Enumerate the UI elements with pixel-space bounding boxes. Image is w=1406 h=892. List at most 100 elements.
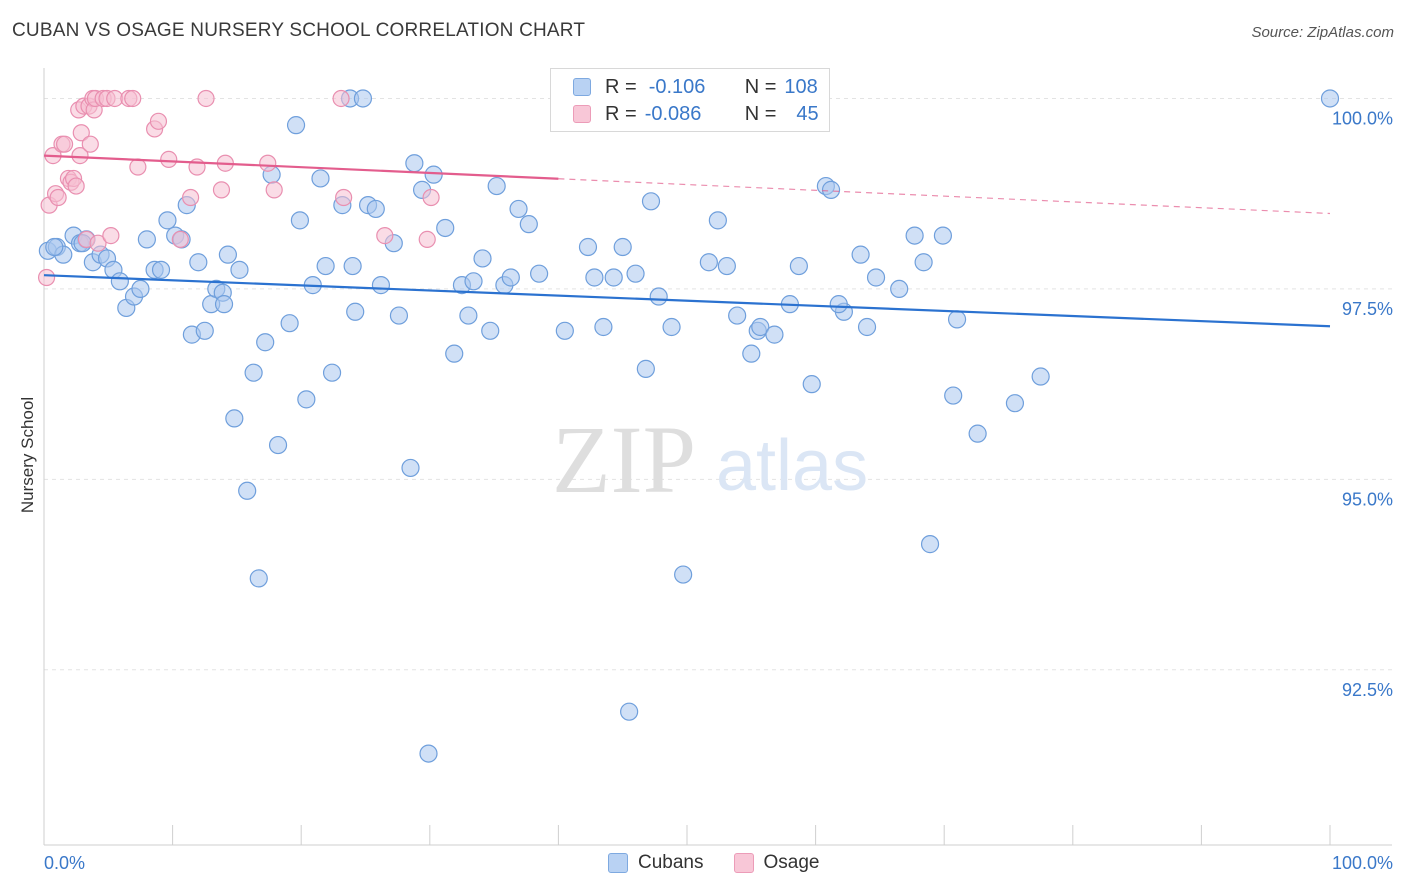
osage-point — [197, 89, 215, 108]
cubans-point — [346, 302, 365, 321]
legend-item-cubans[interactable]: Cubans — [608, 852, 704, 874]
osage-point — [124, 89, 142, 108]
cubans-n-label: N = — [744, 75, 777, 98]
cubans-point — [789, 256, 808, 276]
cubans-point — [268, 435, 288, 455]
cubans-point — [674, 565, 693, 584]
osage-point — [102, 226, 120, 245]
osage-point — [55, 135, 74, 153]
cubans-point — [297, 390, 316, 409]
cubans-point — [765, 325, 784, 344]
y-tick-label: 92.5% — [1342, 680, 1393, 700]
cubans-legend-label: Cubans — [638, 852, 704, 873]
cubans-point — [751, 317, 770, 337]
cubans-point — [311, 169, 330, 188]
legend-item-osage[interactable]: Osage — [733, 852, 819, 874]
cubans-point — [728, 306, 747, 325]
cubans-trend-line — [43, 274, 1331, 328]
osage-point — [129, 158, 147, 176]
cubans-point — [343, 256, 362, 276]
cubans-point — [802, 375, 821, 394]
cubans-point — [1005, 394, 1025, 413]
chart-title: CUBAN VS OSAGE NURSERY SCHOOL CORRELATIO… — [12, 20, 586, 41]
cubans-point — [256, 333, 275, 352]
osage-point — [67, 177, 85, 195]
cubans-point — [555, 321, 574, 340]
chart-source: Source: ZipAtlas.com — [1251, 24, 1394, 41]
osage-point — [259, 154, 277, 172]
osage-point — [212, 181, 231, 199]
osage-r-value: -0.086 — [644, 102, 702, 125]
osage-point — [182, 188, 200, 207]
cubans-point — [238, 481, 257, 500]
cubans-point — [662, 317, 681, 337]
cubans-point — [717, 256, 736, 276]
cubans-point — [509, 199, 528, 219]
cubans-point — [214, 295, 234, 314]
cubans-point — [699, 253, 718, 272]
osage-point — [376, 226, 394, 245]
watermark-atlas: atlas — [716, 426, 868, 506]
osage-point — [171, 230, 189, 248]
osage-trend-line — [43, 154, 559, 180]
cubans-point — [218, 245, 237, 264]
cubans-point — [151, 260, 171, 279]
cubans-point — [371, 276, 391, 295]
osage-swatch — [573, 105, 591, 123]
cubans-point — [1320, 89, 1340, 108]
cubans-point — [419, 744, 438, 763]
series-legend: Cubans Osage — [608, 852, 849, 874]
cubans-point — [604, 268, 623, 287]
osage-point — [81, 135, 99, 153]
cubans-point — [225, 409, 244, 428]
cubans-point — [920, 535, 940, 554]
cubans-point — [944, 386, 963, 405]
x-tick-label-max: 100.0% — [1332, 853, 1393, 873]
cubans-point — [851, 245, 870, 264]
cubans-point — [110, 272, 129, 291]
osage-point — [332, 89, 350, 108]
cubans-point — [613, 237, 632, 257]
watermark-zip: ZIP — [552, 406, 696, 513]
cubans-swatch — [573, 78, 591, 96]
osage-point — [71, 147, 89, 165]
cubans-point — [286, 116, 306, 135]
cubans-point — [366, 199, 385, 219]
cubans-legend-swatch — [608, 853, 628, 873]
cubans-point — [530, 264, 549, 283]
cubans-point — [405, 154, 424, 173]
osage-point — [418, 230, 436, 248]
cubans-point — [459, 306, 478, 325]
cubans-point — [230, 260, 249, 279]
osage-series — [37, 89, 440, 287]
cubans-point — [280, 314, 299, 333]
cubans-point — [914, 253, 933, 272]
cubans-point — [829, 295, 848, 314]
cubans-point — [821, 180, 841, 199]
cubans-point — [857, 317, 877, 337]
cubans-point — [445, 344, 464, 363]
cubans-point — [620, 702, 639, 721]
cubans-point — [594, 317, 613, 337]
osage-point — [422, 188, 440, 207]
cubans-point — [649, 287, 668, 306]
cubans-point — [933, 226, 953, 245]
cubans-point — [189, 253, 208, 272]
cubans-point — [131, 279, 150, 299]
cubans-point — [1031, 367, 1050, 386]
osage-point — [49, 188, 67, 207]
cubans-point — [866, 268, 886, 287]
x-tick-label-min: 0.0% — [44, 853, 85, 873]
cubans-point — [473, 249, 492, 268]
cubans-point — [45, 237, 64, 257]
cubans-point — [890, 279, 909, 299]
cubans-point — [244, 363, 263, 382]
y-tick-label: 95.0% — [1342, 489, 1393, 509]
cubans-point — [249, 569, 268, 588]
osage-point — [72, 124, 90, 142]
cubans-point — [519, 215, 538, 234]
cubans-point — [401, 458, 420, 478]
cubans-point — [322, 363, 342, 382]
y-tick-label: 100.0% — [1332, 108, 1393, 128]
